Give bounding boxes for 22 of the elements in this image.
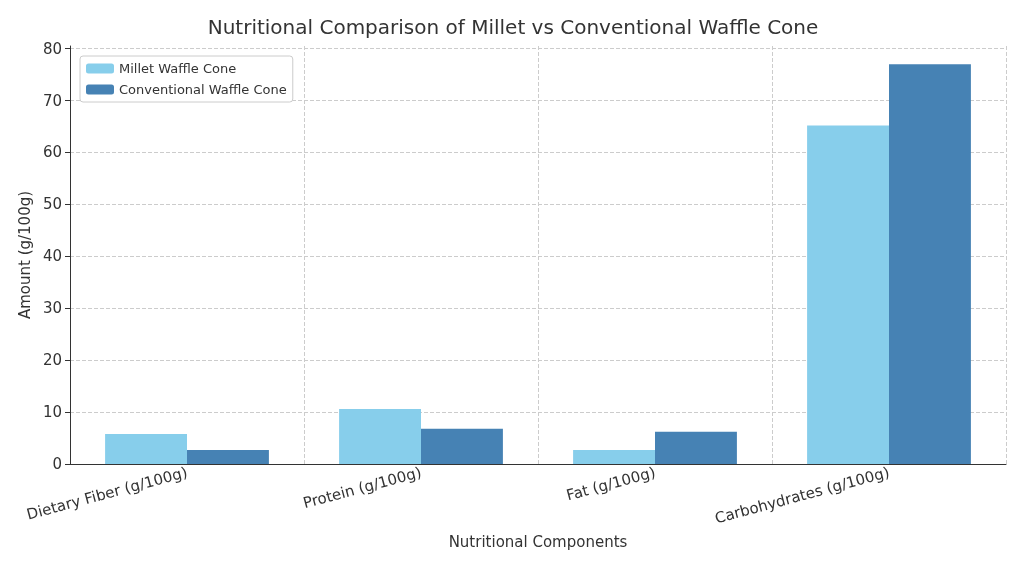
bar <box>573 449 655 464</box>
bar <box>339 408 421 464</box>
legend-label: Conventional Waffle Cone <box>119 82 287 97</box>
y-axis-title: Amount (g/100g) <box>15 190 34 320</box>
y-tick-label: 50 <box>42 195 62 214</box>
y-tick-label: 40 <box>42 247 62 266</box>
bar <box>105 433 187 464</box>
chart-title: Nutritional Comparison of Millet vs Conventional Waffle Cone <box>207 15 819 39</box>
y-tick-label: 10 <box>42 403 62 422</box>
bar <box>187 449 269 464</box>
y-tick-label: 70 <box>42 91 62 110</box>
bar <box>889 64 971 464</box>
y-tick-label: 30 <box>42 299 62 318</box>
legend-label: Millet Waffle Cone <box>119 61 237 76</box>
y-tick-label: 80 <box>42 39 62 58</box>
y-tick-label: 20 <box>42 351 62 370</box>
bar <box>807 125 889 464</box>
bar <box>421 428 503 464</box>
y-tick-label: 0 <box>52 455 62 473</box>
bar <box>655 431 737 464</box>
x-axis-title: Nutritional Components <box>448 532 628 551</box>
y-tick-label: 60 <box>42 143 62 162</box>
